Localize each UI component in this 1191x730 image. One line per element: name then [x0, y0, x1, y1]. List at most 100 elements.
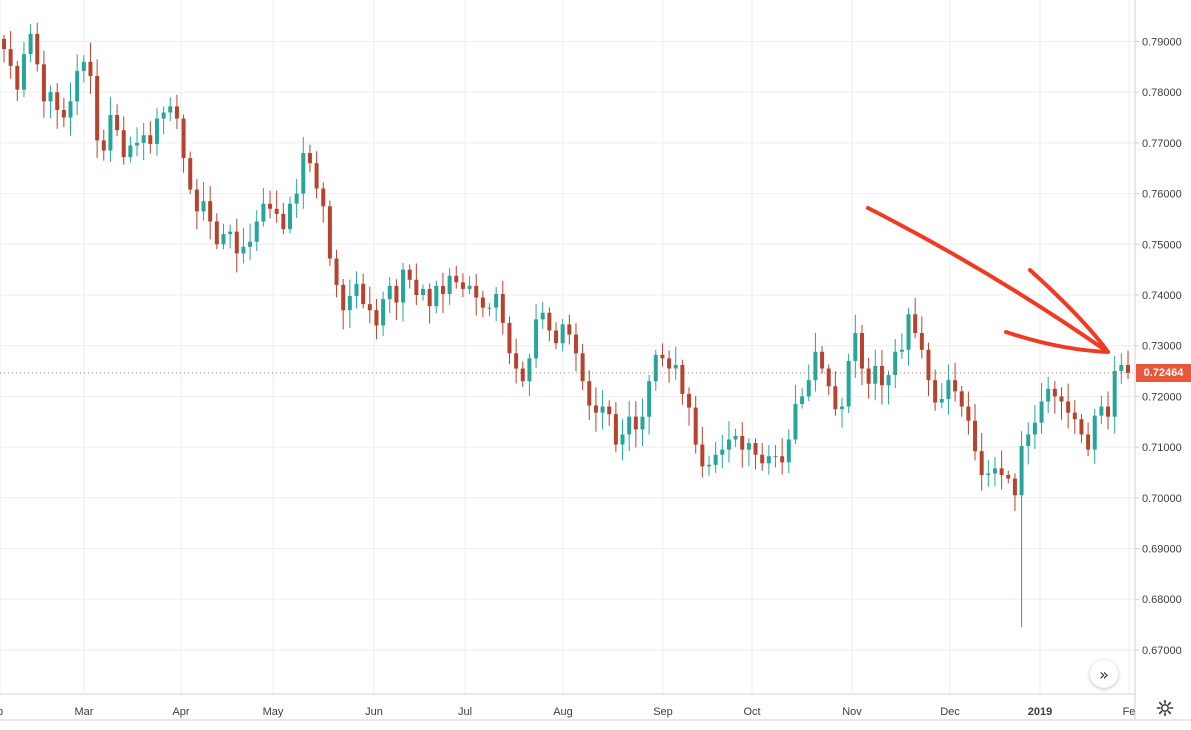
y-tick-label: 0.79000 [1142, 37, 1182, 49]
x-tick-label: Aug [553, 706, 573, 718]
candle-body [726, 439, 731, 450]
candle-body [733, 435, 738, 440]
candle-body [460, 282, 465, 289]
candle-body [633, 416, 638, 430]
candle-body [673, 364, 678, 369]
candle-body [440, 285, 445, 294]
scroll-to-latest-button[interactable]: » [1090, 660, 1118, 688]
candle-body [148, 135, 153, 144]
x-tick-label: Dec [940, 706, 960, 718]
candle-body [274, 208, 279, 214]
candle-body [248, 241, 253, 247]
candle-body [820, 351, 825, 369]
candle-body [115, 115, 120, 131]
candle-body [268, 203, 273, 209]
candle-body [919, 333, 924, 350]
candle-body [401, 269, 406, 303]
candle-body [181, 118, 186, 159]
x-tick-label: Jun [365, 706, 383, 718]
candle-body [128, 145, 133, 158]
candle-body [1026, 434, 1031, 447]
candle-body [953, 380, 958, 392]
candle-body [687, 393, 692, 408]
candle-body [514, 353, 519, 369]
candle-body [474, 285, 479, 298]
candle-body [261, 203, 266, 222]
candle-body [367, 304, 372, 311]
candle-body [361, 283, 366, 305]
candle-body [946, 380, 951, 399]
candle-body [620, 434, 625, 445]
candle-body [467, 285, 472, 289]
x-tick-label: Fe [1123, 706, 1136, 718]
settings-gear-icon[interactable] [1154, 697, 1176, 719]
candle-body [859, 333, 864, 369]
candle-body [55, 92, 60, 110]
x-tick-label: Nov [842, 706, 862, 718]
candle-body [327, 206, 332, 259]
candle-body [713, 454, 718, 465]
candle-body [48, 92, 53, 102]
y-tick-label: 0.72000 [1142, 391, 1182, 403]
candle-body [1086, 434, 1091, 450]
candle-body [374, 310, 379, 326]
x-tick-label: May [263, 706, 284, 718]
candle-body [174, 106, 179, 119]
y-tick-label: 0.68000 [1142, 594, 1182, 606]
candle-body [61, 109, 66, 118]
candle-body [321, 188, 326, 207]
candle-body [234, 231, 239, 254]
candle-body [254, 221, 259, 242]
y-tick-label: 0.71000 [1142, 442, 1182, 454]
candle-body [760, 454, 765, 464]
candle-body [381, 299, 386, 326]
candle-body [500, 293, 505, 323]
candle-body [1126, 364, 1130, 373]
candle-body [1059, 396, 1064, 402]
candle-body [141, 135, 146, 143]
candle-body [926, 349, 931, 381]
candle-body [986, 473, 991, 475]
candle-body [667, 358, 672, 369]
candle-body [580, 353, 585, 382]
candle-body [753, 443, 758, 455]
candle-body [933, 380, 938, 403]
candle-body [640, 416, 645, 430]
candle-body [773, 456, 778, 458]
candle-body [480, 297, 485, 308]
candle-body [194, 189, 199, 212]
candle-body [394, 285, 399, 303]
annotation-arrow-head [1004, 268, 1110, 354]
candle-body [520, 368, 525, 382]
candle-body [527, 358, 532, 382]
candle-body [1006, 474, 1011, 479]
y-tick-label: 0.73000 [1142, 341, 1182, 353]
candle-body [979, 451, 984, 475]
candle-body [214, 221, 219, 245]
candle-body [800, 396, 805, 405]
candle-body [660, 354, 665, 359]
candle-body [1066, 401, 1071, 413]
candle-body [700, 444, 705, 467]
candle-body [806, 380, 811, 397]
x-tick-label: Mar [75, 706, 94, 718]
candle-body [301, 153, 306, 194]
candle-body [487, 307, 492, 309]
candle-body [613, 414, 618, 445]
candle-body [121, 130, 126, 158]
candle-body [41, 64, 46, 102]
candle-body [999, 468, 1004, 475]
x-tick-label: Sep [653, 706, 673, 718]
candle-body [447, 275, 452, 294]
candle-body [879, 365, 884, 386]
candle-body [693, 407, 698, 445]
candle-body [1106, 406, 1111, 417]
candle-body [653, 354, 658, 382]
y-tick-label: 0.69000 [1142, 544, 1182, 556]
candle-body [1032, 422, 1037, 435]
y-tick-label: 0.67000 [1142, 645, 1182, 657]
candle-body [680, 364, 685, 394]
candle-body [208, 201, 213, 222]
